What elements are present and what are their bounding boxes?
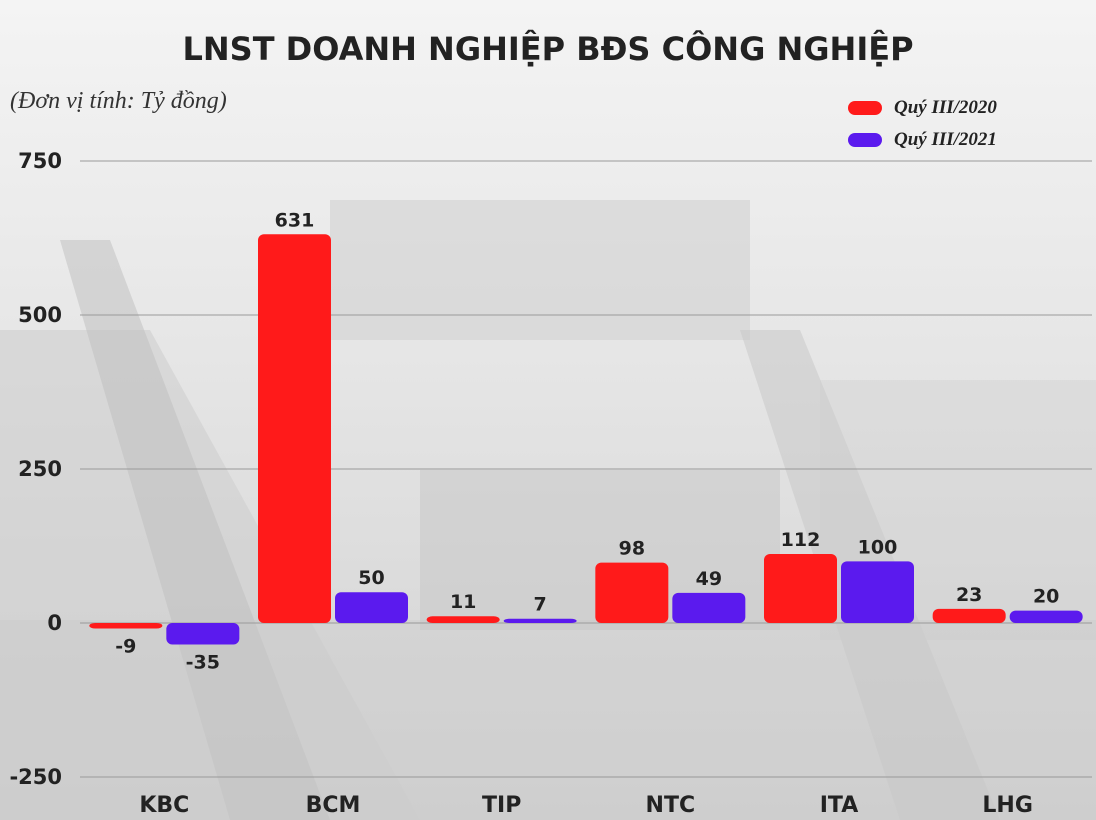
data-label: 7 xyxy=(534,594,547,616)
chart-title: LNST DOANH NGHIỆP BĐS CÔNG NGHIỆP xyxy=(182,30,914,68)
category-label: ITA xyxy=(820,793,859,818)
data-label: -35 xyxy=(186,652,220,674)
category-label: NTC xyxy=(646,793,696,818)
y-tick-label: 750 xyxy=(18,149,62,173)
data-label: 49 xyxy=(696,568,722,590)
category-label: TIP xyxy=(482,793,521,818)
legend-swatch-2021 xyxy=(848,133,882,147)
y-tick-label: 0 xyxy=(47,611,62,635)
data-label: 23 xyxy=(956,584,982,606)
bar-tip-2020 xyxy=(426,616,500,623)
legend: Quý III/2020 Quý III/2021 xyxy=(848,92,997,156)
category-label: BCM xyxy=(306,793,361,818)
data-label: 11 xyxy=(450,591,476,613)
data-label: 50 xyxy=(358,567,384,589)
category-label: KBC xyxy=(139,793,189,818)
bar-lhg-2020 xyxy=(932,608,1006,623)
bar-tip-2021 xyxy=(503,618,577,623)
bar-ita-2021 xyxy=(841,561,914,623)
legend-item-2020: Quý III/2020 xyxy=(848,92,997,124)
bar-kbc-2021 xyxy=(166,623,240,645)
legend-swatch-2020 xyxy=(848,101,882,115)
y-tick-label: -250 xyxy=(9,765,62,789)
bar-ntc-2020 xyxy=(595,562,669,623)
data-label: 98 xyxy=(619,538,645,560)
y-tick-label: 500 xyxy=(18,303,62,327)
category-label: LHG xyxy=(982,793,1033,818)
y-tick-label: 250 xyxy=(18,457,62,481)
data-label: 112 xyxy=(781,529,821,551)
bar-ntc-2021 xyxy=(672,592,746,623)
bar-lhg-2021 xyxy=(1009,610,1083,623)
unit-note: (Đơn vị tính: Tỷ đồng) xyxy=(10,88,227,114)
bar-bcm-2020 xyxy=(258,234,331,623)
data-label: -9 xyxy=(115,636,136,658)
legend-item-2021: Quý III/2021 xyxy=(848,124,997,156)
data-label: 20 xyxy=(1033,586,1059,608)
bar-kbc-2020 xyxy=(89,623,163,629)
bar-ita-2020 xyxy=(764,554,837,623)
data-label: 631 xyxy=(275,209,315,231)
legend-label-2021: Quý III/2021 xyxy=(894,129,997,150)
bar-bcm-2021 xyxy=(335,592,408,623)
legend-label-2020: Quý III/2020 xyxy=(894,97,997,118)
data-label: 100 xyxy=(858,536,898,558)
